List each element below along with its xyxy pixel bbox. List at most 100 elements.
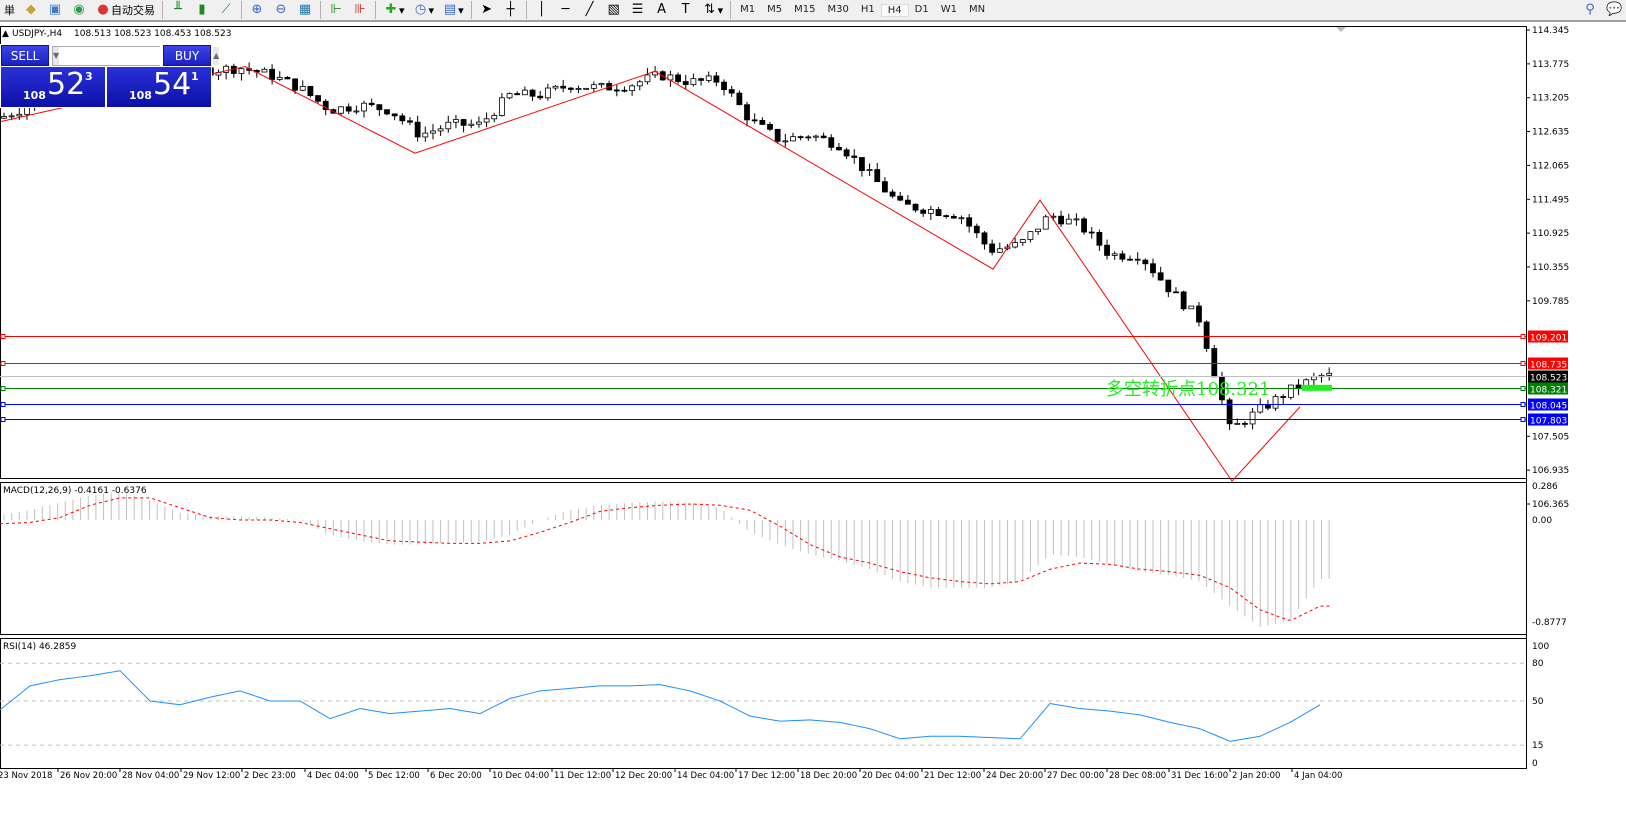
bear-candle (407, 120, 413, 123)
bear-candle (889, 191, 896, 197)
chat-button[interactable]: 💬 (1602, 0, 1626, 20)
timeframe-mn[interactable]: MN (968, 3, 986, 15)
timeframe-h1[interactable]: H1 (860, 3, 875, 15)
horizontal-line-button[interactable]: ─ (554, 0, 578, 20)
bear-candle (736, 92, 743, 106)
bull-candle (544, 87, 551, 99)
zoom-out-button[interactable]: ⊖ (269, 0, 293, 20)
pane-frame (0, 482, 1527, 635)
cursor-button[interactable]: ➤ (475, 0, 499, 20)
label-button[interactable]: T (674, 0, 698, 20)
lot-increase-button[interactable]: ▲ (213, 47, 220, 65)
bear-candle (1142, 259, 1149, 265)
bear-candle (345, 106, 352, 112)
buy-button[interactable]: BUY (163, 45, 211, 66)
bull-candle (476, 121, 482, 125)
bear-candle (851, 155, 858, 158)
bear-candle (713, 75, 720, 83)
bull-candle (958, 217, 965, 220)
arrows-button[interactable]: ⇅ ▾ (698, 0, 728, 20)
bull-candle (1188, 305, 1195, 310)
templates-button[interactable]: ▤ ▾ (443, 2, 464, 17)
level-handle (0, 361, 6, 366)
autotrade-button[interactable]: ● 自动交易 (91, 0, 159, 20)
buy-price[interactable]: 108 54 1 (107, 67, 211, 107)
bull-candle (866, 169, 873, 172)
channel-button[interactable]: ▧ (602, 0, 626, 20)
periods-button[interactable]: ◷ ▾ (409, 0, 439, 20)
bull-candle (1310, 376, 1317, 381)
bear-candle (744, 104, 750, 121)
bear-candle (514, 93, 521, 96)
bear-candle (1119, 253, 1126, 260)
bull-candle (468, 123, 475, 126)
line-chart-button[interactable]: ⟋ (214, 0, 238, 20)
chart-symbol: USDJPY-,H4 (12, 29, 62, 39)
timeframe-d1[interactable]: D1 (914, 3, 929, 15)
tile-windows-button[interactable]: ▦ (293, 0, 317, 20)
lot-decrease-button[interactable]: ▼ (53, 47, 60, 65)
bear-candle (391, 113, 398, 117)
time-label: 4 Jan 04:00 (1294, 771, 1342, 781)
auto-scroll-button[interactable]: ⊩ (324, 0, 348, 20)
level-handle (0, 417, 6, 422)
level-price-badge (1528, 330, 1568, 343)
search-button[interactable]: ⚲ (1578, 0, 1602, 20)
timeframe-h4[interactable]: H4 (880, 3, 909, 17)
timeframe-w1[interactable]: W1 (940, 3, 957, 15)
bear-candle (721, 81, 727, 90)
bull-candle (16, 113, 23, 117)
bear-candle (269, 68, 276, 80)
add-indicator-icon: ✚ (385, 2, 397, 17)
candle-chart-button[interactable]: ▮ (190, 0, 214, 20)
bear-candle (315, 95, 321, 102)
bear-candle (950, 215, 957, 219)
chart-shift-button[interactable]: ⊪ (348, 0, 372, 20)
timeframe-m1[interactable]: M1 (740, 3, 756, 15)
toolbar: 単 ◆ ▣ ◉ ● 自动交易 ╨ ▮ ⟋ ⊕ ⊖ ▦ ⊩ ⊪ ✚ ▾ ◷ ▾ ▤ ▾ ➤… (0, 0, 1626, 22)
bear-candle (1295, 384, 1302, 389)
text-button[interactable]: A (650, 0, 674, 20)
trendline-button[interactable]: ╱ (578, 0, 602, 20)
level-handle (1520, 402, 1526, 407)
bear-candle (292, 78, 298, 91)
crosshair-button[interactable]: ┼ (499, 0, 523, 20)
pivot-annotation: 多空转折点108.321 (1106, 379, 1270, 400)
time-label: 17 Dec 12:00 (738, 771, 795, 781)
bear-candle (874, 169, 881, 183)
vertical-line-button[interactable]: │ (530, 0, 554, 20)
price-tick-label: 114.345 (1532, 26, 1569, 36)
bear-candle (904, 199, 911, 205)
indicators-button[interactable]: ✚ ▾ (379, 0, 409, 20)
timeframe-m15[interactable]: M15 (794, 3, 816, 15)
sell-price[interactable]: 108 52 3 (1, 67, 105, 107)
bar-chart-button[interactable]: ╨ (166, 0, 190, 20)
signals-button[interactable]: ◉ (67, 0, 91, 20)
time-label: 23 Nov 2018 (0, 771, 52, 781)
rsi-tick-label: 50 (1532, 697, 1544, 707)
price-chart[interactable]: 114.345 113.775 113.205 112.635 112.065 111.4… (0, 24, 1626, 813)
trendline-icon: ╱ (585, 2, 594, 17)
timeframe-m30[interactable]: M30 (827, 3, 849, 15)
bear-candle (843, 149, 850, 157)
zoom-in-button[interactable]: ⊕ (245, 0, 269, 20)
bear-candle (828, 137, 835, 148)
bull-candle (1042, 216, 1049, 230)
bull-candle (498, 97, 505, 116)
terminal-button[interactable]: ▣ (43, 0, 67, 20)
scroll-marker-icon[interactable] (1336, 27, 1346, 32)
bear-candle (943, 215, 950, 217)
timeframe-m5[interactable]: M5 (767, 3, 783, 15)
sell-price-pips: 52 (47, 67, 86, 102)
chart-shift-icon: ⊪ (354, 2, 366, 17)
bear-candle (1134, 258, 1141, 261)
metaeditor-button[interactable]: ◆ (19, 0, 43, 20)
bull-candle (1326, 372, 1333, 376)
new-order-button[interactable]: 単 (0, 0, 19, 20)
bull-candle (636, 81, 643, 87)
level-price-badge (1528, 413, 1568, 426)
sell-button[interactable]: SELL (1, 45, 49, 66)
level-handle (1520, 417, 1526, 422)
bear-candle (1127, 258, 1133, 261)
fibonacci-button[interactable]: ☰ (626, 0, 650, 20)
